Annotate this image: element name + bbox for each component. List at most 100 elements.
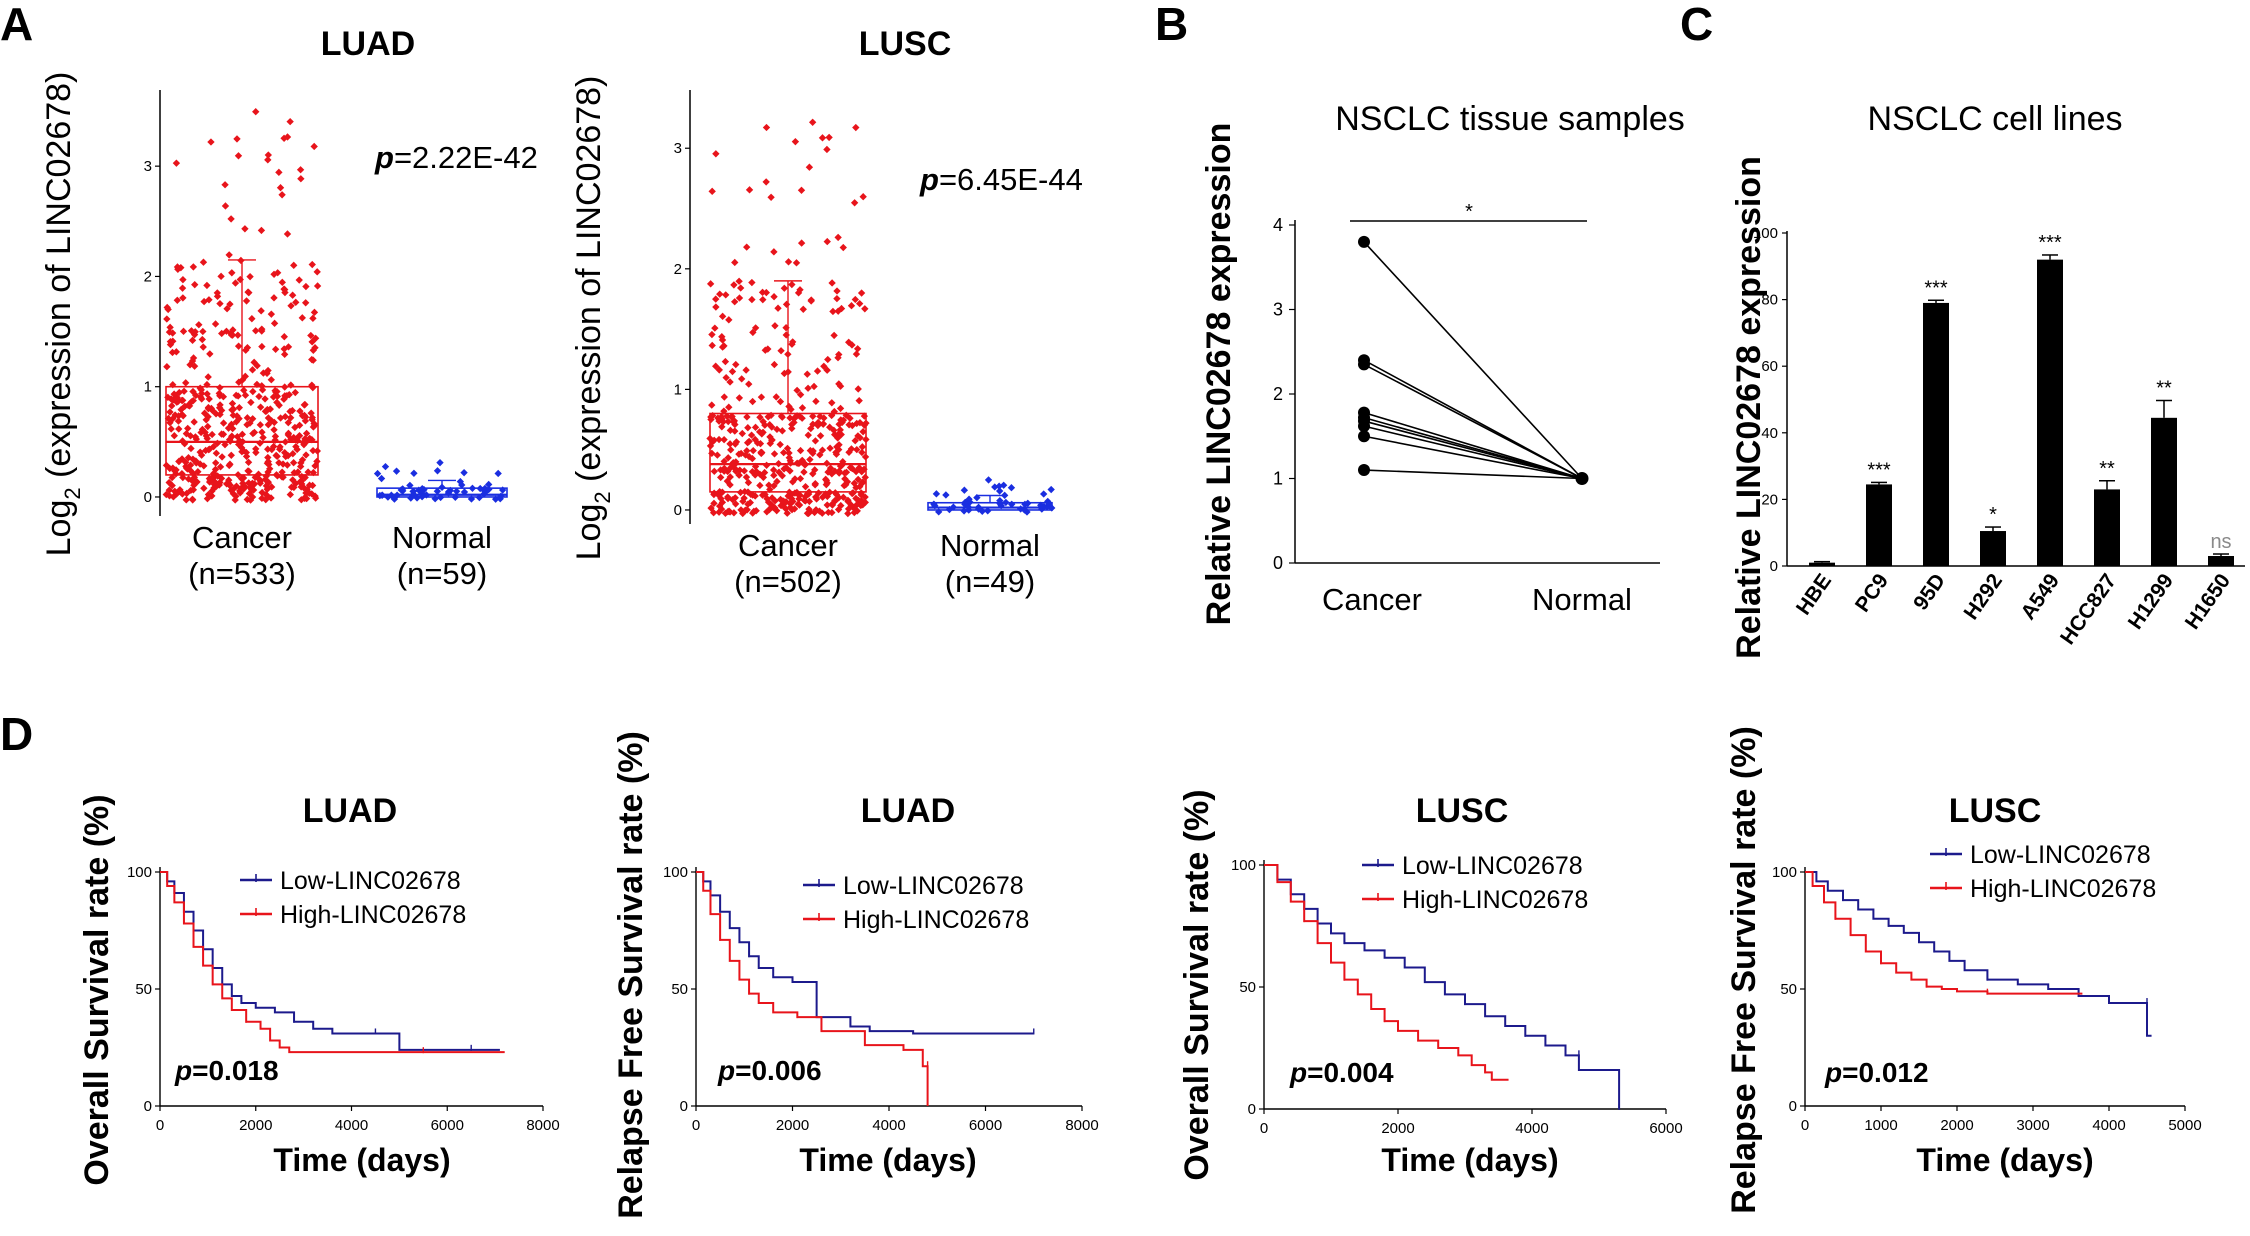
data-point [308, 260, 316, 269]
x-tick-label: 3000 [2016, 1117, 2049, 1134]
data-point [301, 417, 310, 425]
data-point [200, 462, 208, 470]
legend-label: Low-LINC02678 [280, 867, 461, 895]
data-point [737, 284, 745, 292]
data-point [190, 481, 198, 489]
pair-line [1363, 420, 1583, 480]
y-tick-label: 3 [674, 140, 682, 157]
x-tick-label: 5000 [2168, 1117, 2201, 1134]
data-point [286, 407, 294, 416]
x-tick-label: 2000 [239, 1117, 272, 1134]
data-point [743, 439, 752, 447]
survival-curve-high [1805, 871, 2083, 995]
data-point [203, 281, 211, 290]
data-point [749, 328, 757, 337]
data-point [808, 118, 817, 126]
data-point [788, 424, 796, 433]
data-point [287, 302, 295, 310]
data-point [984, 476, 993, 484]
data-point [716, 290, 724, 298]
data-point [247, 398, 255, 407]
data-point [270, 426, 278, 434]
data-point [231, 279, 240, 287]
survival-curve-low [1264, 864, 1621, 1109]
data-point [271, 345, 280, 353]
data-point [742, 473, 751, 481]
data-point [267, 310, 276, 318]
data-point [215, 389, 223, 398]
data-point [190, 418, 198, 426]
data-point [298, 480, 306, 488]
y-axis-label: Log2 (expression of LINC02678) [570, 76, 615, 561]
data-point [225, 461, 233, 470]
data-point [195, 321, 203, 329]
data-point [811, 479, 819, 488]
data-point [984, 507, 992, 515]
data-point [787, 495, 796, 503]
data-point [280, 350, 289, 359]
y-tick-label: 60 [1761, 358, 1778, 375]
data-point [724, 454, 732, 462]
pair-line [1363, 425, 1583, 480]
data-point [219, 430, 228, 438]
data-point [766, 433, 774, 441]
data-point [726, 473, 734, 481]
data-point [715, 417, 723, 425]
x-tick-label: 6000 [431, 1117, 464, 1134]
data-point [244, 458, 253, 466]
data-point [248, 366, 257, 374]
data-point [309, 356, 317, 364]
data-point [381, 462, 390, 471]
data-point [771, 322, 779, 330]
category-label: H292 [1959, 570, 2007, 624]
data-point [263, 485, 271, 493]
data-point [270, 270, 278, 278]
data-point [280, 333, 288, 341]
data-point [172, 159, 181, 167]
y-tick-label: 100 [1753, 225, 1778, 242]
data-point [804, 509, 813, 518]
data-point [730, 417, 739, 425]
data-point [494, 469, 502, 478]
chart-title: NSCLC cell lines [1867, 100, 2122, 138]
y-axis-label-rest: (expression of LINC02678) [40, 72, 78, 488]
bar [2151, 417, 2177, 566]
data-point [782, 331, 790, 339]
data-point [774, 304, 782, 312]
data-point [170, 432, 178, 440]
data-point [823, 237, 831, 246]
data-point [302, 299, 310, 307]
data-point [168, 402, 176, 410]
data-point [232, 391, 240, 400]
data-point [820, 414, 828, 422]
legend-label: High-LINC02678 [1402, 886, 1588, 914]
data-point [189, 486, 198, 494]
data-point [796, 390, 805, 399]
chart-title: LUSC [1949, 792, 2042, 830]
data-point [858, 479, 866, 488]
y-tick-label: 1 [1273, 469, 1283, 489]
data-point [283, 391, 291, 400]
data-point [166, 323, 174, 331]
data-point [775, 468, 783, 476]
data-point [212, 483, 220, 491]
data-point [187, 327, 196, 335]
chart-title: LUAD [303, 792, 397, 830]
data-point [187, 444, 195, 453]
x-tick-label: 2000 [1381, 1120, 1414, 1137]
data-point [738, 429, 746, 438]
data-point [758, 430, 766, 438]
data-point [168, 329, 177, 337]
data-point [243, 421, 251, 429]
data-point [225, 476, 233, 484]
chart-title: LUSC [859, 25, 952, 63]
data-point [283, 461, 291, 469]
data-point [284, 429, 293, 438]
data-point [828, 470, 836, 478]
data-point [291, 388, 299, 397]
data-point [715, 366, 723, 374]
data-point [839, 416, 848, 424]
data-point [242, 297, 251, 305]
y-axis-label-sub: 2 [590, 491, 615, 503]
data-point [252, 327, 260, 335]
